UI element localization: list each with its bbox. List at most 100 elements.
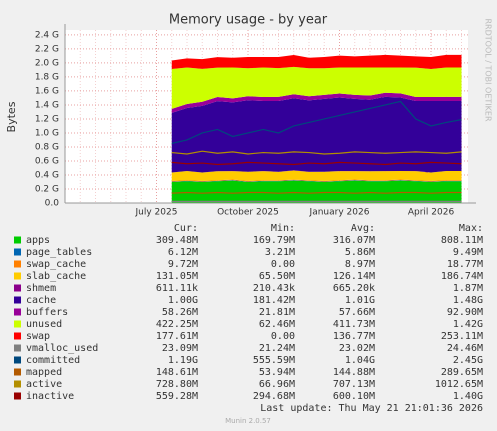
legend-stat: 3.21M [265,247,295,258]
legend-stat: 136.77M [333,331,375,342]
legend-stat: 1.04G [345,355,375,366]
legend-stat: 1.00G [168,295,198,306]
legend-stat: 611.11k [156,283,198,294]
legend-name: mapped [26,367,62,378]
legend-stat: 2.45G [453,355,483,366]
x-tick-label: January 2026 [309,208,370,218]
legend-header: Avg: [351,223,375,234]
legend-stat: 169.79M [253,235,295,246]
last-update: Last update: Thu May 21 21:01:36 2026 [260,403,483,414]
legend-stat: 5.86M [345,247,375,258]
legend-stat: 24.46M [447,343,483,354]
legend-stat: 23.09M [162,343,198,354]
legend-swatch [14,284,21,292]
legend-name: page_tables [26,247,92,258]
legend-stat: 411.73M [333,319,375,330]
legend-swatch [14,344,21,352]
line-active [171,150,462,155]
legend-stat: 1.19G [168,355,198,366]
area-cache [171,96,462,173]
legend-stat: 65.50M [259,271,295,282]
legend-stat: 9.72M [168,259,198,270]
chart-title: Memory usage - by year [169,13,328,28]
legend-stat: 186.74M [441,271,483,282]
legend-stat: 0.00 [271,331,295,342]
line-mapped [171,191,462,194]
y-tick-label: 0.8 G [35,142,59,152]
legend-name: inactive [26,391,74,402]
legend-stat: 1.48G [453,295,483,306]
y-tick-label: 2.2 G [35,44,59,54]
area-swap [171,54,462,69]
legend-name: apps [26,235,50,246]
y-tick-label: 2.0 G [35,58,59,68]
legend-stat: 289.65M [441,367,483,378]
legend-stat: 600.10M [333,391,375,402]
legend-stat: 144.88M [333,367,375,378]
line-committed [171,100,462,145]
y-tick-label: 0.2 G [35,184,59,194]
legend-stat: 422.25M [156,319,198,330]
legend-stat: 177.61M [156,331,198,342]
legend-name: swap [26,331,50,342]
legend-stat: 1.42G [453,319,483,330]
legend-stat: 18.77M [447,259,483,270]
legend-stat: 92.90M [447,307,483,318]
y-tick-label: 0.4 G [35,170,59,180]
legend-stat: 6.12M [168,247,198,258]
y-tick-label: 0.0 [45,199,60,209]
legend-stat: 66.96M [259,379,295,390]
footer: Munin 2.0.57 [225,417,271,425]
legend-header: Max: [459,223,483,234]
line-inactive [171,161,462,166]
legend-stat: 9.49M [453,247,483,258]
area-slab_cache [171,170,462,181]
legend-stat: 210.43k [253,283,295,294]
legend-stat: 559.28M [156,391,198,402]
legend-stat: 1.87M [453,283,483,294]
legend-stat: 181.42M [253,295,295,306]
legend-stat: 62.46M [259,319,295,330]
legend-header: Cur: [174,223,198,234]
y-tick-label: 1.4 G [35,100,59,110]
legend-name: buffers [26,307,68,318]
area-apps [171,180,462,203]
x-tick-label: July 2025 [135,208,178,218]
legend-swatch [14,392,21,400]
y-tick-label: 1.6 G [35,86,59,96]
legend-swatch [14,260,21,268]
legend-name: shmem [26,283,56,294]
legend-name: vmalloc_used [26,343,98,354]
legend-stat: 53.94M [259,367,295,378]
area-shmem [171,170,462,173]
x-tick-label: October 2025 [217,208,279,218]
legend-header: Min: [271,223,295,234]
legend-stat: 21.81M [259,307,295,318]
legend-stat: 555.59M [253,355,295,366]
legend-swatch [14,248,21,256]
x-tick-label: April 2026 [408,208,455,218]
legend-stat: 316.07M [333,235,375,246]
side-label: RRDTOOL / TOBI OETIKER [484,18,493,121]
legend-stat: 728.80M [156,379,198,390]
area-unused [171,66,462,109]
legend-stat: 148.61M [156,367,198,378]
legend-name: active [26,379,62,390]
legend-swatch [14,356,21,364]
legend-stat: 808.11M [441,235,483,246]
legend-stat: 1012.65M [435,379,483,390]
y-tick-label: 0.6 G [35,156,59,166]
legend-name: cache [26,295,56,306]
legend-stat: 253.11M [441,331,483,342]
y-axis-label: Bytes [5,101,18,132]
y-tick-label: 1.0 G [35,128,59,138]
legend-swatch [14,296,21,304]
area-swap_cache [171,179,462,182]
area-buffers [171,92,462,113]
legend-stat: 0.00 [271,259,295,270]
legend-stat: 707.13M [333,379,375,390]
legend-stat: 8.97M [345,259,375,270]
legend-stat: 57.66M [339,307,375,318]
legend-swatch [14,320,21,328]
